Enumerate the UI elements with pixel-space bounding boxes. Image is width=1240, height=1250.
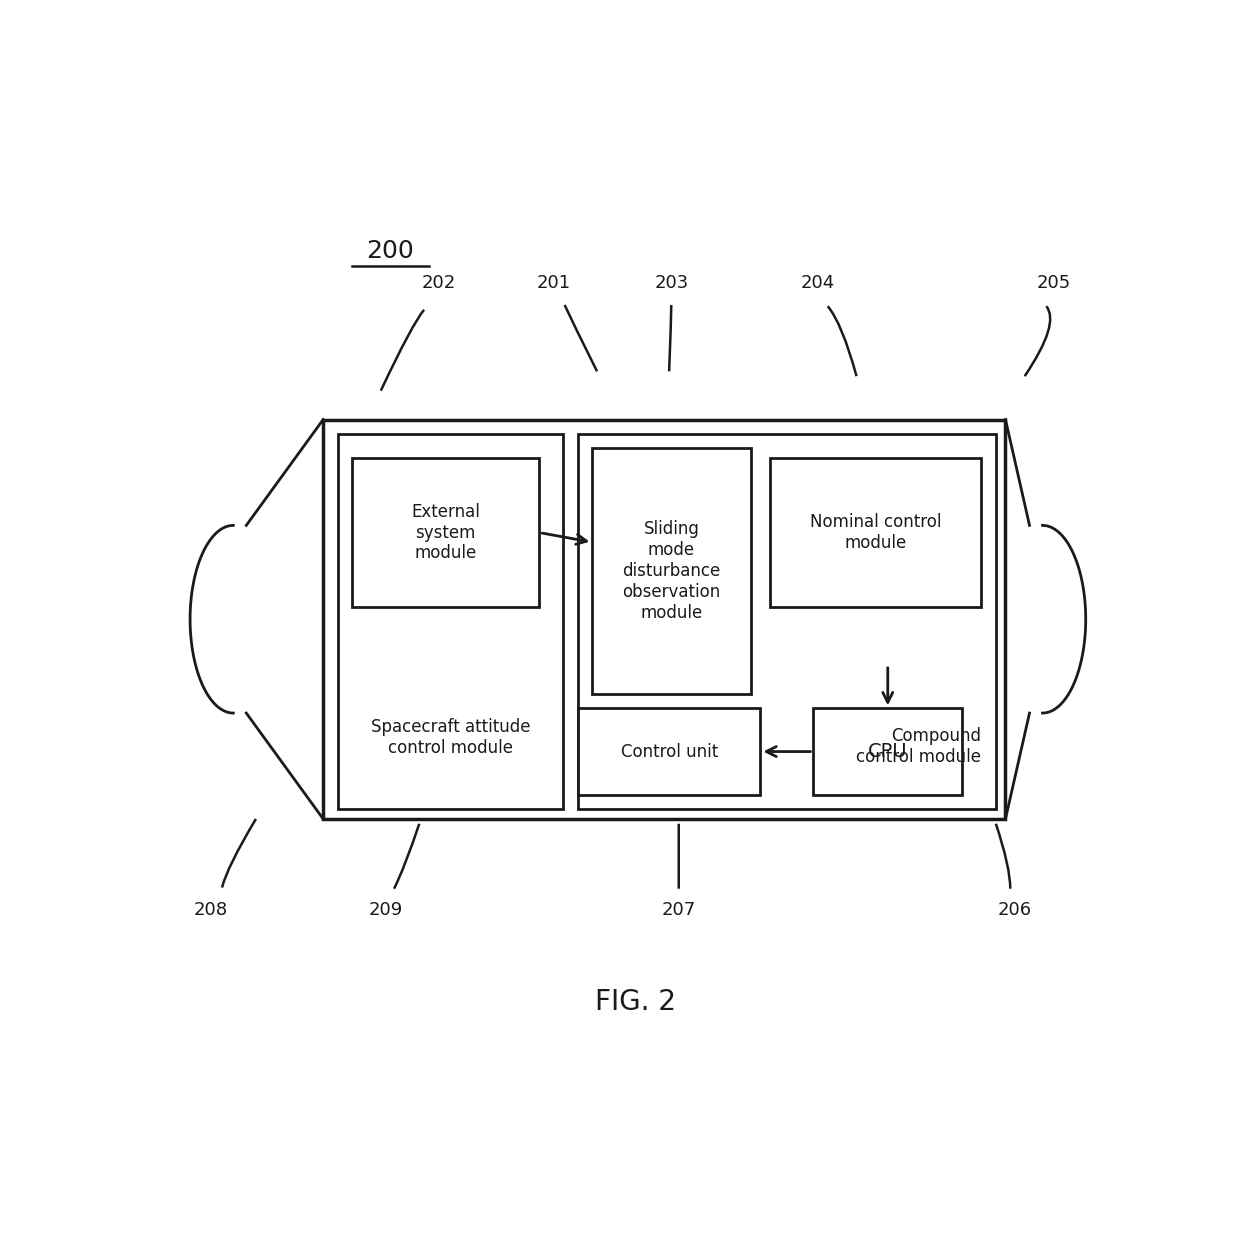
Text: 203: 203 <box>655 274 689 291</box>
Bar <box>813 709 962 795</box>
Bar <box>593 449 750 694</box>
Text: Sliding
mode
disturbance
observation
module: Sliding mode disturbance observation mod… <box>622 520 720 621</box>
Bar <box>770 458 982 608</box>
Bar <box>324 420 1006 819</box>
Text: 205: 205 <box>1037 274 1070 291</box>
Text: CPU: CPU <box>868 742 908 761</box>
Bar <box>578 434 996 809</box>
Text: External
system
module: External system module <box>412 503 480 562</box>
Bar <box>337 434 563 809</box>
Text: 208: 208 <box>193 901 228 920</box>
Text: 206: 206 <box>998 901 1032 920</box>
Bar <box>352 458 539 608</box>
Text: 207: 207 <box>662 901 696 920</box>
Text: Nominal control
module: Nominal control module <box>810 514 941 552</box>
Bar <box>578 709 760 795</box>
Text: 204: 204 <box>801 274 836 291</box>
Text: 209: 209 <box>368 901 403 920</box>
Text: Compound
control module: Compound control module <box>857 728 982 766</box>
Text: FIG. 2: FIG. 2 <box>595 988 676 1016</box>
Text: Control unit: Control unit <box>620 742 718 760</box>
Text: 202: 202 <box>422 274 455 291</box>
Text: 200: 200 <box>367 239 414 262</box>
Text: Spacecraft attitude
control module: Spacecraft attitude control module <box>371 718 531 756</box>
Text: 201: 201 <box>537 274 570 291</box>
